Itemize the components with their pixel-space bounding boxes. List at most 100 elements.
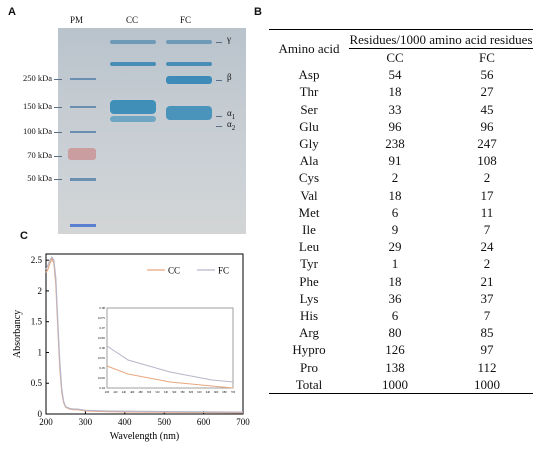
lane-label-cc: CC — [126, 15, 139, 25]
table-cell-fc: 97 — [480, 342, 494, 358]
table-cell-cc: 238 — [385, 136, 405, 152]
table-cell-aa: Leu — [298, 239, 320, 255]
marker-band-red — [68, 148, 96, 160]
table-cell-aa: Arg — [299, 325, 319, 341]
x-axis-label: Wavelength (nm) — [110, 431, 179, 442]
table-cell-cc: 138 — [385, 359, 405, 375]
table-cell-fc: 2 — [483, 256, 491, 272]
table-cell-aa: Pro — [299, 359, 319, 375]
mw-tick — [54, 156, 62, 157]
inset-x-tick-label: 600 — [189, 391, 194, 394]
table-cell-cc: 2 — [391, 170, 399, 186]
inset-y-tick-label: 0.045 — [98, 376, 106, 380]
absorbance-chart: 200 300 400 500 600 700 0 0.5 1 1.5 2 2.5 Wavelength… — [12, 253, 250, 442]
table-cell-cc: 96 — [388, 118, 402, 134]
mw-label-250: 250 kDa — [22, 73, 52, 83]
panel-a-label: A — [8, 6, 16, 18]
inset-y-tick-label: 0.05 — [99, 366, 105, 370]
table-cell-cc: 18 — [388, 84, 402, 100]
mw-tick — [54, 79, 62, 80]
series-line-fc — [45, 255, 244, 413]
chain-label-gamma: γ — [227, 34, 231, 44]
table-row: Cys 2 2 — [269, 169, 533, 186]
chain-label-alpha1: α1 — [227, 108, 236, 121]
fc-gamma2-band — [166, 62, 212, 66]
lane-label-fc: FC — [180, 15, 192, 25]
table-row: Phe 18 21 — [269, 273, 533, 290]
table-cell-aa: Lys — [299, 290, 319, 306]
table-cell-fc: 27 — [480, 84, 494, 100]
mw-label-100: 100 kDa — [22, 126, 52, 136]
inset-x-tick-label: 420 — [113, 391, 118, 394]
plot-frame — [45, 253, 244, 415]
table-cell-fc: 17 — [480, 187, 494, 203]
mw-tick — [54, 132, 62, 133]
x-tick-label: 600 — [197, 417, 211, 427]
table-cell-fc: 11 — [480, 204, 494, 220]
table-row: Total 1000 1000 — [269, 375, 533, 395]
table-row: Val 18 17 — [269, 187, 533, 204]
table-row: Pro 138 112 — [269, 359, 533, 376]
table-cell-cc: 54 — [388, 67, 402, 83]
lane-label-pm: PM — [70, 15, 84, 25]
fc-beta-band — [166, 76, 212, 84]
chain-tick — [216, 116, 222, 117]
x-tick-label: 200 — [39, 417, 53, 427]
table-cell-fc: 56 — [480, 67, 494, 83]
mw-tick — [54, 107, 62, 108]
panel-b-label: B — [254, 6, 262, 18]
inset-y-tick-label: 0.055 — [98, 356, 106, 360]
table-cell-fc: 112 — [477, 359, 497, 375]
y-tick-label: 2.5 — [31, 255, 43, 265]
cc-alpha-band — [110, 100, 156, 114]
inset-x-tick-label: 580 — [180, 391, 185, 394]
table-row: Glu 96 96 — [269, 118, 533, 135]
inset-y-tick-label: 0.06 — [99, 346, 105, 350]
inset-x-tick-label: 540 — [164, 391, 169, 394]
table-row: Ile 9 7 — [269, 221, 533, 238]
table-subheader-row: CC FC — [269, 49, 533, 67]
table-cell-aa: Ala — [299, 153, 319, 169]
marker-band — [70, 178, 96, 181]
table-cell-cc: 1 — [391, 256, 399, 272]
cc-gamma2-band — [110, 62, 156, 66]
cc-alpha2-band — [110, 116, 156, 122]
table-row: Ser 33 45 — [269, 101, 533, 118]
inset-x-tick-label: 700 — [231, 391, 236, 394]
table-cell-aa: Tyr — [300, 256, 318, 272]
table-cell-aa: Ile — [302, 222, 316, 238]
table-cell-aa: His — [299, 308, 319, 324]
y-tick-label: 2 — [38, 286, 43, 296]
table-row: His 6 7 — [269, 307, 533, 324]
table-row: Tyr 1 2 — [269, 255, 533, 272]
x-tick-label: 400 — [118, 417, 132, 427]
table-cell-cc: 18 — [388, 273, 402, 289]
y-tick-label: 0 — [38, 409, 43, 419]
table-cell-aa: Met — [298, 204, 320, 220]
mw-label-50: 50 kDa — [27, 173, 52, 183]
gel-image — [58, 28, 246, 234]
inset-y-tick-label: 0.065 — [98, 336, 106, 340]
table-cell-cc: 80 — [388, 325, 402, 341]
table-cell-aa: Asp — [298, 67, 320, 83]
table-cell-fc: 1000 — [441, 375, 533, 395]
table-cell-aa: Cys — [298, 170, 320, 186]
fc-alpha-band — [166, 106, 212, 120]
chain-tick — [216, 80, 222, 81]
table-row: Gly 238 247 — [269, 135, 533, 152]
inset-x-tick-label: 520 — [155, 391, 160, 394]
table-header-row: Amino acid Residues/1000 amino acid resi… — [269, 30, 533, 56]
table-cell-fc: 2 — [483, 170, 491, 186]
table-cell-cc: 1000 — [349, 375, 441, 395]
table-cell-fc: 24 — [480, 239, 494, 255]
y-tick-label: 1.5 — [31, 317, 43, 327]
header-amino-acid: Amino acid — [278, 40, 340, 56]
table-row: Asp 54 56 — [269, 66, 533, 83]
inset-x-tick-label: 400 — [105, 391, 110, 394]
chain-label-alpha2: α2 — [227, 119, 236, 132]
panel-c-label: C — [20, 230, 28, 242]
table-cell-aa: Gly — [299, 136, 319, 152]
table-cell-cc: 18 — [388, 187, 402, 203]
table-row: Thr 18 27 — [269, 83, 533, 100]
inset-series-line-fc — [106, 345, 234, 383]
